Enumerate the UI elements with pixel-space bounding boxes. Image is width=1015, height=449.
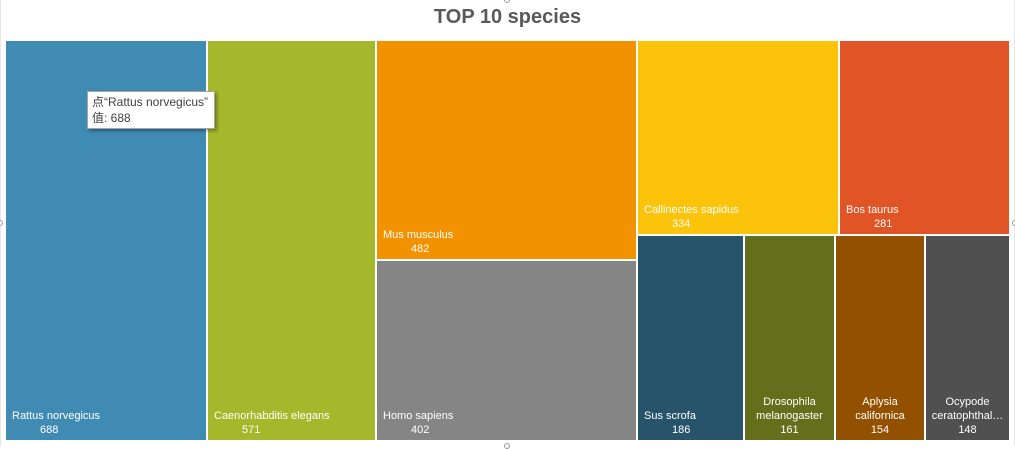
resize-handle-bottom[interactable] <box>504 443 510 449</box>
tooltip-point-name: 点“Rattus norvegicus” <box>92 95 209 109</box>
tile-name: Aplysia californica <box>855 396 905 422</box>
tile-name: Rattus norvegicus <box>12 410 101 422</box>
tile-name: Drosophila melanogaster <box>756 396 823 422</box>
tile-value: 688 <box>40 424 59 436</box>
tile-ocypode-ceratophthalmus[interactable]: Ocypode ceratophthal… 148 <box>924 234 1011 442</box>
resize-handle-left[interactable] <box>0 220 3 226</box>
tile-name: Bos taurus <box>846 204 899 216</box>
tile-bos-taurus[interactable]: Bos taurus 281 <box>838 39 1011 236</box>
tile-name: Mus musculus <box>383 229 454 241</box>
tile-label: Rattus norvegicus 688 <box>12 409 100 437</box>
tile-label: Bos taurus 281 <box>846 203 899 231</box>
tile-value: 281 <box>874 218 893 230</box>
tile-label: Homo sapiens 402 <box>383 409 453 437</box>
tile-value: 161 <box>780 424 799 436</box>
tile-value: 154 <box>870 424 890 436</box>
tile-value: 482 <box>411 243 430 255</box>
tile-drosophila-melanogaster[interactable]: Drosophila melanogaster 161 <box>743 234 836 442</box>
tile-name: Callinectes sapidus <box>644 204 739 216</box>
tile-value: 571 <box>242 424 261 436</box>
tile-mus-musculus[interactable]: Mus musculus 482 <box>375 39 638 261</box>
tile-label: Caenorhabditis elegans 571 <box>214 409 330 437</box>
treemap-plot-area: Rattus norvegicus 688 Caenorhabditis ele… <box>4 39 1011 442</box>
tooltip-value: 值: 688 <box>92 111 131 125</box>
tile-value: 148 <box>958 424 977 436</box>
tile-callinectes-sapidus[interactable]: Callinectes sapidus 334 <box>636 39 840 236</box>
tile-aplysia-californica[interactable]: Aplysia californica 154 <box>834 234 926 442</box>
resize-handle-right[interactable] <box>1012 220 1015 226</box>
tile-name: Ocypode ceratophthal… <box>931 396 1004 422</box>
tile-label: Ocypode ceratophthal… 148 <box>930 395 1005 437</box>
tile-homo-sapiens[interactable]: Homo sapiens 402 <box>375 259 638 442</box>
tile-label: Sus scrofa 186 <box>644 409 696 437</box>
tile-label: Callinectes sapidus 334 <box>644 203 739 231</box>
resize-handle-top[interactable] <box>504 0 510 3</box>
tile-label: Mus musculus 482 <box>383 228 453 256</box>
tile-name: Caenorhabditis elegans <box>214 410 330 422</box>
tile-sus-scrofa[interactable]: Sus scrofa 186 <box>636 234 745 442</box>
tile-value: 186 <box>672 424 691 436</box>
tile-name: Homo sapiens <box>383 410 454 422</box>
tile-name: Sus scrofa <box>644 410 696 422</box>
tile-label: Drosophila melanogaster 161 <box>749 395 830 437</box>
tile-value: 402 <box>411 424 430 436</box>
tile-label: Aplysia californica 154 <box>840 395 920 437</box>
data-point-tooltip: 点“Rattus norvegicus” 值: 688 <box>87 91 216 129</box>
tile-caenorhabditis-elegans[interactable]: Caenorhabditis elegans 571 <box>206 39 377 442</box>
chart-title: TOP 10 species <box>433 6 582 28</box>
tile-value: 334 <box>672 218 691 230</box>
